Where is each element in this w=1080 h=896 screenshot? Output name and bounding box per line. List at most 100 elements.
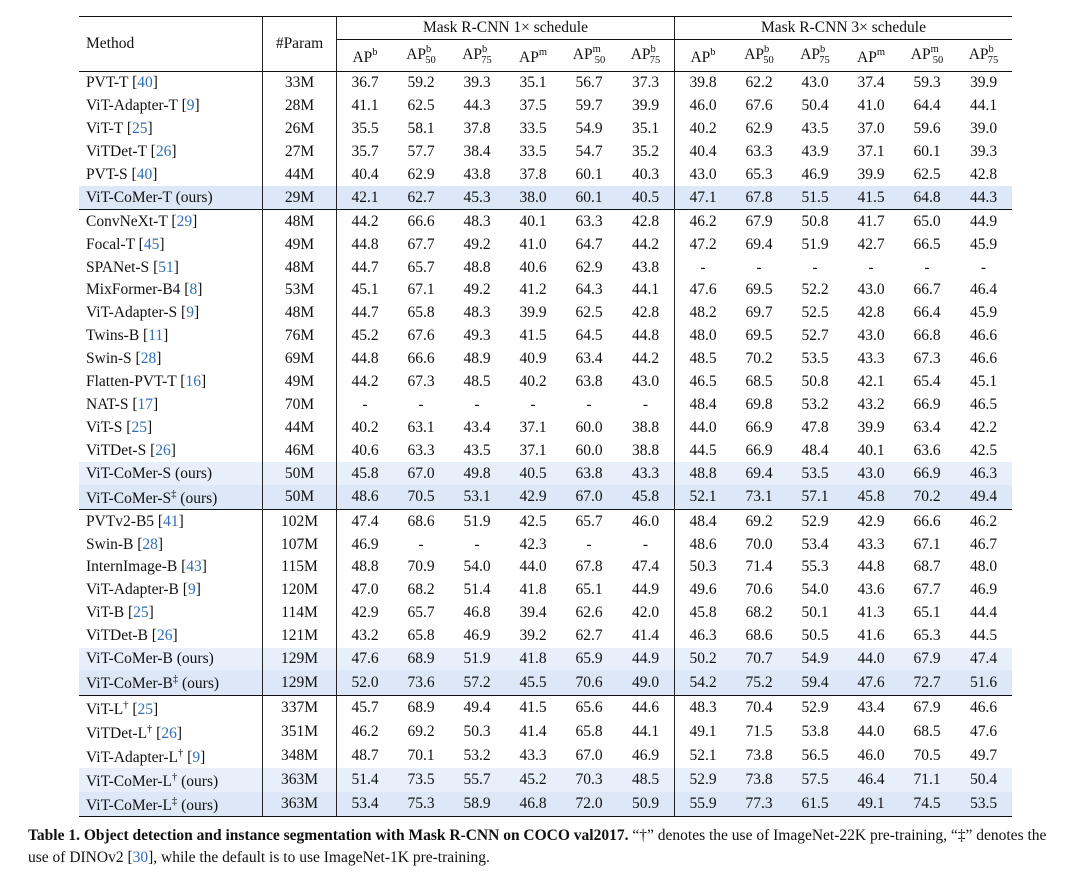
citation-link[interactable]: 26 [155,441,171,459]
value-cell: 42.8 [617,209,675,234]
citation-link[interactable]: 41 [163,512,179,530]
method-name: PVT-T [86,74,129,92]
value-cell: 54.7 [575,143,603,161]
value-cell: 54.9 [575,120,603,138]
value-cell: 43.4 [843,694,899,720]
method-name: ViTDet-B [86,627,148,645]
value-cell: 44.5 [969,627,998,645]
value-cell: 41.2 [519,281,547,299]
value-cell: 44.1 [631,722,660,740]
value-cell: 38.0 [505,186,561,210]
value-cell: 36.7 [351,74,379,92]
value-cell: 53.1 [449,485,505,510]
citation-link[interactable]: 26 [161,724,177,742]
method-cell: ViT-CoMer-T (ours) [79,186,263,210]
value-cell: 39.4 [519,604,547,622]
method-cell: ViTDet-L† [26] [86,723,183,742]
value-cell: 62.5 [575,304,603,322]
value-cell: 40.2 [674,117,731,141]
citation-link[interactable]: 26 [155,143,172,161]
value-cell: 56.7 [575,74,603,92]
citation-link[interactable]: 43 [186,558,202,576]
method-name: ViT-CoMer-T (ours) [86,188,213,206]
value-cell: 45.1 [969,373,998,391]
citation-link[interactable]: 17 [137,395,154,413]
citation-link[interactable]: 28 [142,535,158,553]
method-cell: ViT-CoMer-S‡ (ours) [79,485,263,510]
value-cell: 70.2 [899,485,955,510]
value-cell: 43.2 [857,395,885,413]
caption-cite[interactable]: 30 [132,849,149,866]
citation-link[interactable]: 9 [187,581,196,599]
value-cell: 42.5 [969,441,998,459]
value-cell: 62.5 [913,166,941,183]
metric-sub: 50 [594,55,606,66]
value-cell: 47.4 [336,509,393,534]
value-cell: 73.1 [731,485,787,510]
value-cell: 67.9 [731,209,787,234]
table-row: InternImage-B [43] 115M 48.8 70.9 54.0 44.0 67… [79,555,1012,579]
value-cell: 64.7 [575,235,603,253]
value-cell: 41.1 [351,97,379,115]
method-suffix: (ours) [177,797,219,815]
param-cell: 50M [262,462,337,486]
value-cell: 67.9 [899,694,955,720]
value-cell: 67.0 [393,462,449,486]
metric-sup: b [372,47,378,58]
method-cell: ViT-T [25] [86,120,153,138]
value-cell: 66.9 [899,462,955,486]
value-cell: 42.1 [336,186,393,210]
method-name: InternImage-B [86,558,178,576]
method-cell: ViT-CoMer-B‡ (ours) [79,670,263,696]
citation-link[interactable]: 16 [185,373,201,391]
value-cell: 43.8 [463,166,491,183]
value-cell: 71.4 [745,558,773,576]
citation-link[interactable]: 9 [186,304,194,322]
value-cell: 41.4 [631,627,660,645]
citation-link[interactable]: 11 [148,327,164,345]
value-cell: 45.9 [969,304,998,322]
value-cell: 62.9 [745,120,773,138]
citation-link[interactable]: 29 [176,212,193,230]
citation-link[interactable]: 25 [132,120,148,138]
value-cell: 39.9 [969,74,998,92]
value-cell: 42.8 [631,304,660,322]
method-mark: † [147,723,153,735]
citation-link[interactable]: 25 [131,418,147,436]
method-cell: Flatten-PVT-T [16] [86,373,207,391]
param-cell: 76M [262,324,337,348]
method-name: ViT-Adapter-B [86,581,179,599]
value-cell: 53.2 [801,395,829,413]
value-cell: - [868,258,874,276]
value-cell: 46.4 [843,768,899,793]
value-cell: 42.8 [969,166,998,183]
value-cell: 49.4 [449,694,505,720]
citation-link[interactable]: 25 [137,700,154,718]
citation-link[interactable]: 9 [192,749,201,767]
value-cell: 73.5 [393,768,449,793]
value-cell: 39.0 [969,120,998,138]
param-cell: 53M [262,279,337,302]
citation-link[interactable]: 9 [186,97,195,115]
param-cell: 29M [262,186,337,210]
citation-link[interactable]: 45 [143,235,160,253]
value-cell: 52.9 [674,768,731,793]
value-cell: 62.6 [575,604,603,622]
param-cell: 44M [262,416,337,440]
param-cell: 26M [262,117,337,141]
value-cell: 72.0 [561,792,617,818]
citation-link[interactable]: 8 [189,281,198,299]
citation-link[interactable]: 25 [133,604,149,622]
value-cell: 63.6 [913,441,941,459]
value-cell: 45.5 [505,670,561,696]
citation-link[interactable]: 40 [137,74,153,92]
value-cell: 67.6 [745,97,773,115]
citation-link[interactable]: 28 [140,350,157,368]
citation-link[interactable]: 40 [136,166,153,183]
value-cell: 50.8 [787,209,843,234]
value-cell: 70.7 [731,647,787,671]
method-name: Focal-T [86,235,135,253]
value-cell: 43.3 [519,746,547,764]
citation-link[interactable]: 26 [156,627,173,645]
citation-link[interactable]: 51 [158,258,174,276]
